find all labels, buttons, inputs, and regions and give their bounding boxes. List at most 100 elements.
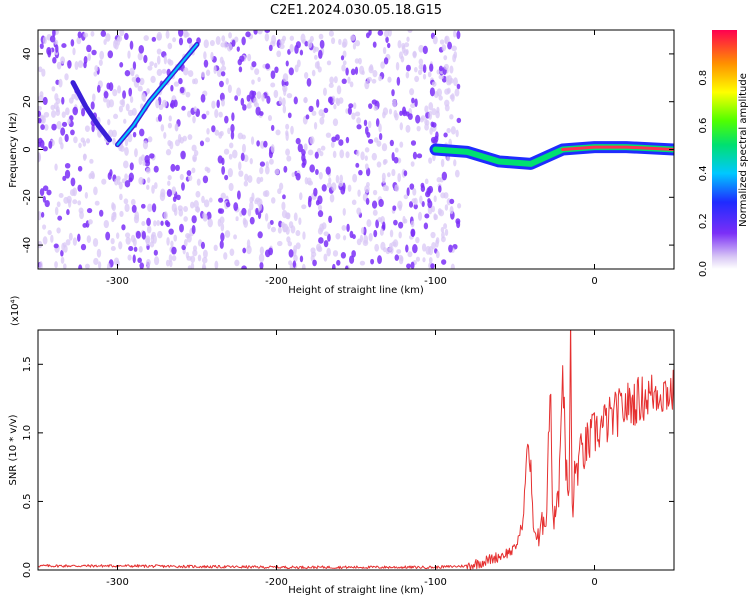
spectrogram-noise-blob: [39, 139, 45, 149]
spectrogram-noise-blob: [70, 39, 75, 47]
spectrogram-noise-blob: [86, 44, 92, 53]
spectrogram-noise-blob: [341, 64, 346, 72]
spectrogram-noise-blob: [399, 122, 403, 131]
spectrogram-noise-blob: [228, 142, 234, 149]
spectrogram-noise-blob: [267, 222, 271, 230]
spectrogram-noise-blob: [83, 153, 87, 162]
spectrogram-noise-blob: [183, 239, 188, 247]
spectrogram-noise-blob: [54, 261, 58, 269]
spectrogram-noise-blob: [48, 140, 53, 149]
spectrogram-noise-blob: [123, 32, 129, 41]
spectrogram-noise-blob: [83, 61, 87, 69]
spectrogram-noise-blob: [182, 135, 187, 142]
spectrogram-noise-blob: [91, 124, 95, 133]
spectrogram-noise-blob: [246, 103, 252, 109]
spectrogram-noise-blob: [139, 262, 144, 269]
spectrogram-noise-blob: [153, 256, 160, 266]
spectrogram-noise-blob: [424, 213, 430, 219]
spectrogram-noise-blob: [109, 169, 113, 177]
spectrogram-noise-blob: [150, 234, 155, 244]
spectrogram-noise-blob: [42, 146, 48, 152]
spectrogram-noise-blob: [347, 106, 352, 115]
spectrogram-noise-blob: [352, 173, 358, 183]
spectrogram-noise-blob: [443, 132, 448, 138]
spectrogram-noise-blob: [142, 140, 149, 150]
spectrogram-noise-blob: [333, 103, 337, 110]
spectrogram-noise-blob: [203, 39, 209, 49]
spectrogram-noise-blob: [90, 31, 95, 37]
spectrogram-noise-blob: [251, 79, 255, 85]
spectrogram-noise-blob: [277, 240, 283, 247]
spectrogram-noise-blob: [422, 257, 426, 263]
spectrogram-noise-blob: [96, 84, 101, 93]
spectrogram-noise-blob: [167, 58, 172, 65]
spectrogram-noise-blob: [318, 49, 323, 59]
spectrogram-noise-blob: [286, 155, 292, 162]
spectrogram-noise-blob: [195, 190, 201, 198]
spectrogram-noise-blob: [156, 55, 161, 65]
spectrogram-noise-blob: [178, 37, 184, 46]
spectrogram-noise-blob: [392, 99, 397, 108]
spectrogram-noise-blob: [42, 195, 46, 203]
spectrogram-noise-blob: [240, 97, 245, 106]
spectrogram-noise-blob: [311, 69, 316, 77]
spectrogram-noise-blob: [395, 61, 400, 71]
spectrogram-noise-blob: [287, 112, 292, 119]
spectrogram-noise-blob: [304, 40, 309, 47]
spectrogram-noise-blob: [43, 111, 50, 118]
spectrogram-noise-blob: [364, 185, 370, 194]
spectrogram-noise-blob: [431, 81, 437, 87]
spectrogram-noise-blob: [172, 37, 177, 43]
spectrogram-noise-blob: [359, 260, 366, 266]
spectrogram-noise-blob: [454, 169, 460, 178]
spectrogram-noise-blob: [315, 168, 319, 175]
spectrogram-noise-blob: [408, 201, 414, 208]
spectrogram-noise-blob: [443, 223, 448, 230]
spectrogram-noise-blob: [401, 42, 406, 50]
spectrogram-noise-blob: [259, 261, 264, 269]
spectrogram-noise-blob: [423, 222, 429, 230]
spectrogram-noise-blob: [297, 143, 303, 153]
spectrogram-noise-blob: [233, 202, 239, 211]
spectrogram-noise-blob: [368, 30, 372, 36]
spectrogram-noise-blob: [238, 66, 243, 73]
spectrogram-noise-blob: [234, 36, 239, 43]
spectrogram-noise-blob: [134, 148, 138, 158]
spectrogram-noise-blob: [393, 109, 398, 119]
snr-x-label: Height of straight line (km): [288, 585, 424, 596]
spectrogram-noise-blob: [416, 153, 423, 159]
spectrogram-noise-blob: [340, 252, 346, 259]
spectrogram-noise-blob: [368, 103, 373, 109]
spectrogram-noise-blob: [179, 223, 184, 233]
rising-tone-core: [116, 43, 198, 146]
spectrogram-noise-blob: [456, 117, 462, 124]
spectrogram-noise-blob: [444, 36, 448, 45]
spectrogram-noise-blob: [78, 142, 82, 149]
spectrogram-noise-blob: [440, 226, 445, 233]
spectrogram-noise-blob: [178, 208, 184, 217]
spectrogram-noise-blob: [345, 151, 350, 159]
spectrogram-noise-blob: [205, 110, 210, 116]
spectrogram-noise-blob: [285, 148, 291, 156]
spectrogram-noise-blob: [224, 115, 229, 124]
spectrogram-noise-blob: [70, 129, 75, 136]
spectrogram-noise-blob: [347, 76, 351, 84]
spectrogram-noise-blob: [156, 220, 161, 227]
spectrogram-noise-blob: [371, 78, 377, 84]
spectrogram-noise-blob: [171, 255, 177, 262]
spectrogram-x-tick-label: -300: [106, 276, 129, 287]
spectrogram-noise-blob: [153, 62, 158, 69]
spectrogram-noise-blob: [366, 131, 371, 138]
spectrogram-y-tick-label: -20: [22, 189, 33, 205]
spectrogram-noise-blob: [311, 110, 317, 116]
spectrogram-noise-blob: [160, 220, 164, 226]
spectrogram-noise-blob: [139, 128, 145, 137]
spectrogram-noise-blob: [443, 192, 449, 199]
spectrogram-noise-blob: [410, 161, 415, 167]
spectrogram-noise-blob: [309, 136, 315, 145]
spectrogram-noise-blob: [227, 167, 233, 178]
spectrogram-noise-blob: [146, 217, 151, 227]
spectrogram-noise-blob: [147, 203, 153, 212]
spectrogram-noise-blob: [147, 65, 153, 71]
spectrogram-noise-blob: [124, 173, 128, 181]
